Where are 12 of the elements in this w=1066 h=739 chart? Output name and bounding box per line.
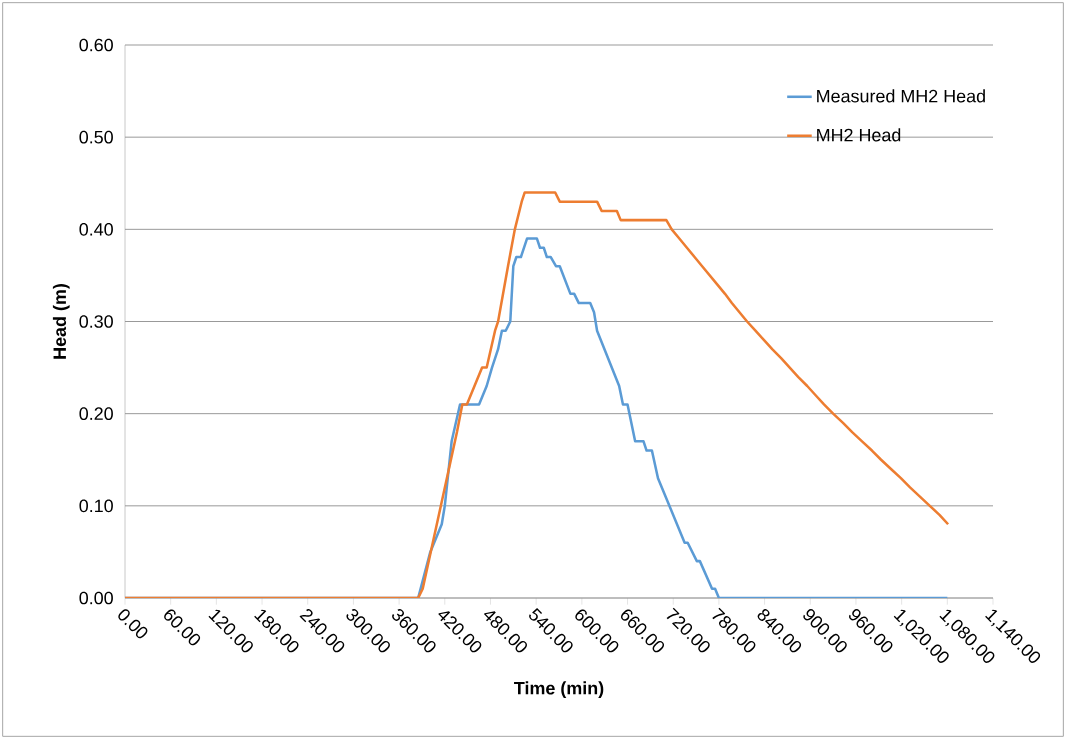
legend-label: MH2 Head bbox=[817, 128, 901, 142]
y-tick-label: 0.50 bbox=[79, 130, 113, 144]
legend-label: Measured MH2 Head bbox=[817, 89, 985, 103]
y-tick-label: 0.00 bbox=[79, 591, 113, 605]
y-tick-label: 0.30 bbox=[79, 315, 113, 328]
x-axis-title: Time (min) bbox=[514, 681, 604, 699]
y-axis-title: Head (m) bbox=[52, 284, 70, 359]
y-tick-label: 0.60 bbox=[79, 38, 113, 52]
y-tick-label: 0.40 bbox=[79, 222, 113, 236]
x-tick-label: 0.00 bbox=[118, 609, 148, 639]
y-tick-label: 0.10 bbox=[79, 499, 113, 513]
y-tick-label: 0.20 bbox=[79, 407, 113, 421]
